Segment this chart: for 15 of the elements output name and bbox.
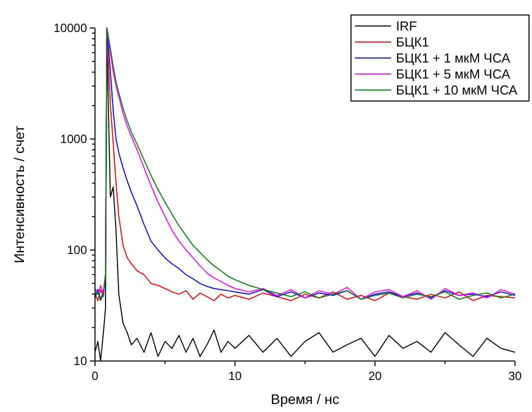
legend-label: БЦК1 + 10 мкМ ЧСА: [396, 82, 518, 98]
legend-label: БЦК1: [396, 34, 429, 50]
y-tick-label: 10: [74, 354, 88, 368]
y-tick-label: 10000: [54, 21, 88, 36]
x-tick-label: 10: [228, 369, 242, 383]
x-tick-label: 30: [508, 369, 522, 383]
y-tick-label: 1000: [60, 132, 88, 146]
y-tick-label: 100: [66, 243, 88, 258]
legend-label: БЦК1 + 5 мкМ ЧСА: [396, 66, 510, 82]
legend-label: БЦК1 + 1 мкМ ЧСА: [396, 50, 510, 66]
y-axis-title: Интенсивность / счет: [11, 125, 27, 264]
x-axis-title: Время / нс: [270, 391, 340, 407]
x-tick-label: 20: [368, 369, 382, 383]
legend-label: IRF: [396, 18, 417, 34]
x-tick-label: 0: [92, 369, 99, 383]
